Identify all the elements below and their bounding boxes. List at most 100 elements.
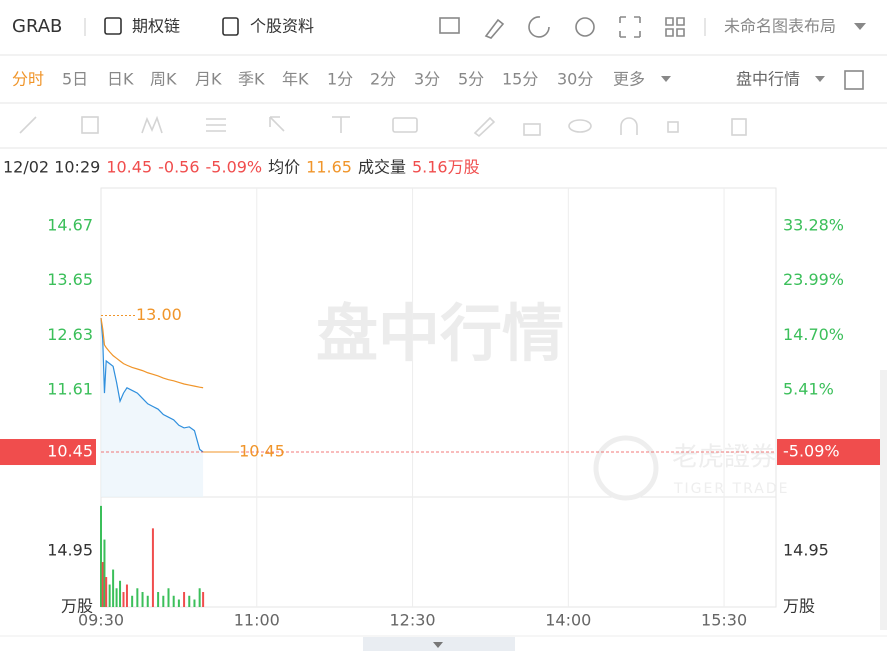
tool-arrow[interactable] — [269, 116, 285, 132]
tab[interactable]: 30分 — [557, 70, 593, 89]
x-tick-label: 15:30 — [701, 611, 747, 630]
tool-fib[interactable] — [206, 118, 226, 132]
fullscreen-icon[interactable] — [619, 16, 641, 38]
last-pct-label: -5.09% — [783, 442, 840, 461]
quote-field: 5.16万股 — [412, 158, 480, 177]
tool-layer[interactable] — [667, 121, 679, 133]
volume-bar — [157, 592, 160, 607]
tab[interactable]: 3分 — [414, 70, 440, 89]
volume-bar — [172, 595, 175, 607]
tool-label[interactable] — [392, 117, 418, 133]
y2-tick-label: 33.28% — [783, 215, 844, 234]
quote-field: -0.56 — [158, 158, 199, 177]
symbol[interactable]: GRAB — [12, 16, 62, 37]
volume-bar — [122, 592, 125, 607]
tool-pen[interactable] — [473, 116, 496, 138]
volume-bar — [103, 539, 106, 607]
volume-bar — [198, 588, 201, 607]
options-icon[interactable] — [104, 17, 122, 35]
quote-field: 12/02 10:29 — [3, 158, 100, 177]
quote-field: 均价 — [268, 158, 300, 177]
volume-bar — [146, 595, 149, 607]
quote-field: 10.45 — [106, 158, 152, 177]
volume-bar — [125, 584, 128, 607]
x-tick-label: 12:30 — [389, 611, 435, 630]
scroll-arrow[interactable] — [433, 642, 443, 648]
tool-text[interactable] — [332, 116, 350, 133]
tab[interactable]: 15分 — [502, 70, 538, 89]
volume-bar — [188, 595, 191, 607]
tab[interactable]: 分时 — [12, 70, 44, 89]
tool-rect[interactable] — [81, 116, 99, 134]
y2-tick-label: 23.99% — [783, 270, 844, 289]
volume-bar — [162, 595, 165, 607]
tab[interactable]: 年K — [282, 70, 309, 89]
brand-en: TIGER TRADE — [673, 481, 789, 497]
last-price-annotation: 10.45 — [239, 442, 285, 461]
tool-line[interactable] — [19, 116, 37, 134]
last-price-label: 10.45 — [47, 442, 93, 461]
side-scrollbar[interactable] — [880, 370, 887, 630]
volume-tick-label: 14.95 — [783, 541, 829, 560]
x-tick-label: 14:00 — [545, 611, 591, 630]
quote-info: 12/02 10:29 10.45 -0.56 -5.09% 均价 11.65 成交量 5.1… — [3, 158, 480, 177]
tab[interactable]: 日K — [107, 70, 134, 89]
y2-tick-label: 14.70% — [783, 325, 844, 344]
tab[interactable]: 5日 — [62, 70, 88, 89]
price-area — [101, 318, 204, 497]
expand-icon[interactable] — [844, 70, 864, 90]
volume-bar — [131, 595, 134, 607]
tab[interactable]: 月K — [195, 70, 222, 89]
volume-bar — [151, 528, 154, 607]
tab[interactable]: 1分 — [327, 70, 353, 89]
tool-eye[interactable] — [568, 119, 592, 133]
volume-bar — [100, 505, 102, 607]
dropdown-arrow[interactable] — [815, 76, 825, 82]
volume-bar — [167, 588, 170, 607]
dropdown-arrow[interactable] — [661, 76, 671, 82]
tab[interactable]: 季K — [238, 70, 265, 89]
dropdown-arrow[interactable] — [854, 23, 866, 30]
draw-icon[interactable] — [484, 18, 505, 39]
refresh-icon[interactable] — [528, 16, 550, 38]
tab[interactable]: 5分 — [458, 70, 484, 89]
average-line — [100, 318, 204, 389]
quote-field: -5.09% — [206, 158, 263, 177]
x-tick-label: 09:30 — [78, 611, 124, 630]
chart: 09:30 11:00 12:30 14:00 15:30 14.67 13.65 12.63… — [0, 188, 880, 630]
volume-unit: 万股 — [783, 597, 815, 616]
quote-field: 11.65 — [306, 158, 352, 177]
tool-wave[interactable] — [141, 115, 163, 134]
tab[interactable]: 周K — [150, 70, 177, 89]
volume-bar — [136, 588, 139, 607]
high-label: 13.00 — [136, 305, 182, 324]
tool-delete[interactable] — [731, 118, 747, 136]
x-tick-label: 11:00 — [234, 611, 280, 630]
watermark: 盘中行情 — [316, 297, 564, 370]
indicator-icon[interactable] — [439, 17, 460, 34]
price-line — [100, 318, 204, 453]
drawing-tools — [19, 115, 747, 138]
volume-bar — [115, 588, 118, 607]
layout-icon[interactable] — [665, 17, 685, 37]
y-tick-label: 11.61 — [47, 379, 93, 398]
profile[interactable]: 个股资料 — [250, 17, 314, 36]
profile-icon[interactable] — [222, 17, 239, 36]
settings-icon[interactable] — [575, 17, 595, 37]
quote-field: 成交量 — [358, 158, 406, 177]
volume-bar — [108, 584, 111, 607]
volume-bar — [119, 580, 122, 607]
tab[interactable]: 2分 — [370, 70, 396, 89]
chart-frame — [100, 187, 777, 608]
y-tick-label: 12.63 — [47, 325, 93, 344]
market-mode[interactable]: 盘中行情 — [736, 70, 800, 89]
tab[interactable]: 更多 — [613, 70, 645, 89]
volume-bar — [112, 569, 115, 607]
volume-bar — [183, 592, 186, 607]
volume-bar — [177, 599, 180, 607]
options-chain[interactable]: 期权链 — [132, 17, 180, 36]
tool-magnet[interactable] — [620, 117, 638, 135]
tool-lock[interactable] — [523, 123, 541, 136]
layout-name[interactable]: 未命名图表布局 — [724, 17, 836, 36]
